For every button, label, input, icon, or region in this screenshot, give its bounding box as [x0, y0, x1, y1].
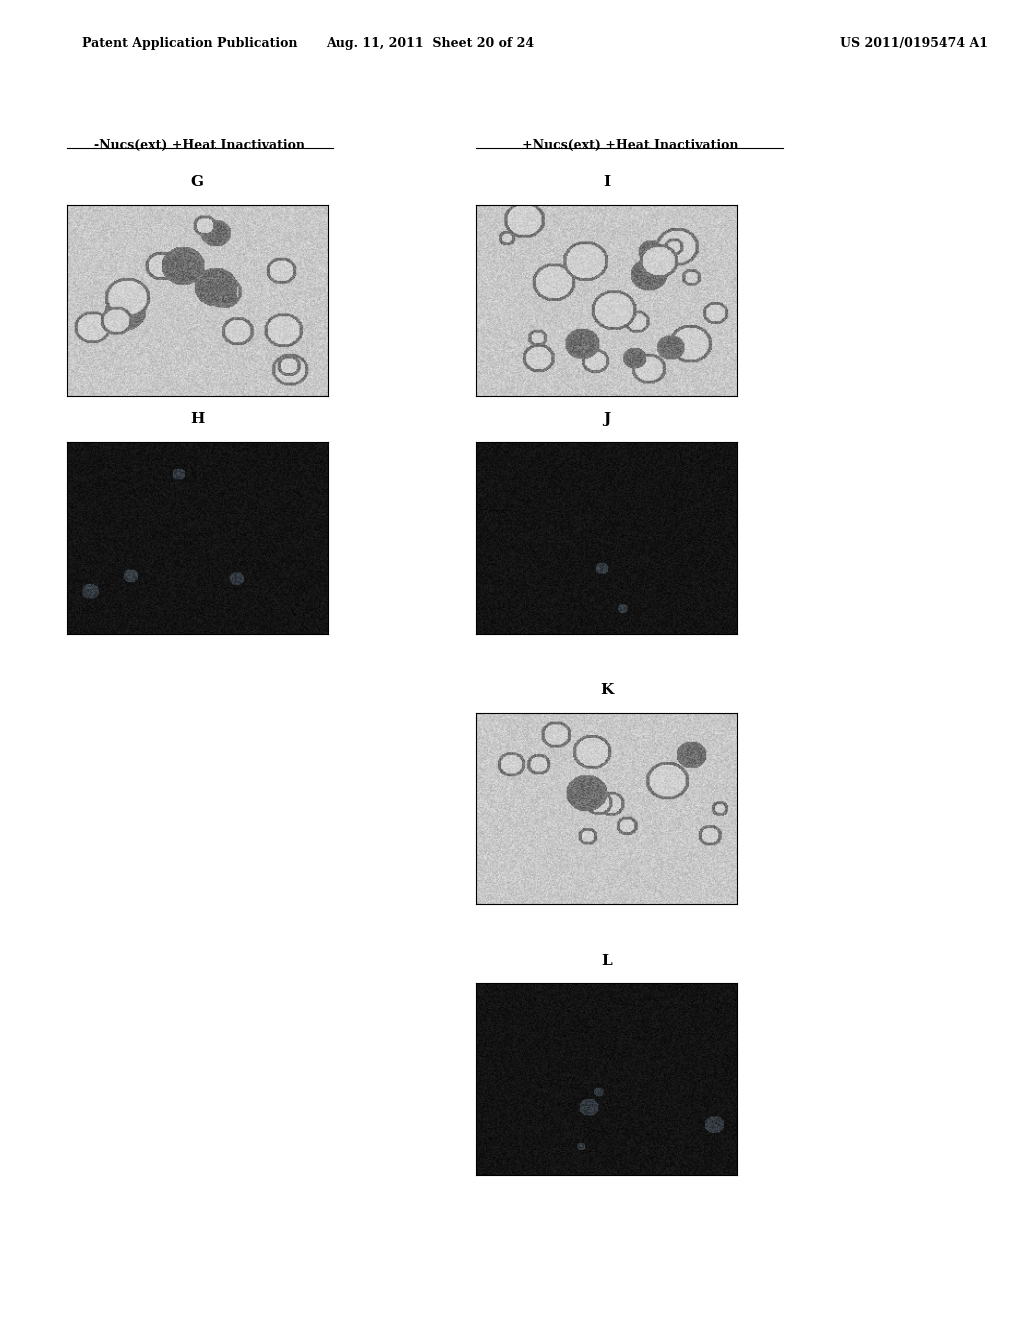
- Text: J: J: [603, 412, 610, 426]
- Text: K: K: [600, 682, 613, 697]
- Text: US 2011/0195474 A1: US 2011/0195474 A1: [840, 37, 988, 50]
- Text: L: L: [601, 953, 612, 968]
- Text: G: G: [190, 174, 204, 189]
- Text: Patent Application Publication: Patent Application Publication: [82, 37, 297, 50]
- Text: I: I: [603, 174, 610, 189]
- Text: -Nucs(ext) +Heat Inactivation: -Nucs(ext) +Heat Inactivation: [94, 139, 305, 152]
- Text: Aug. 11, 2011  Sheet 20 of 24: Aug. 11, 2011 Sheet 20 of 24: [326, 37, 535, 50]
- Text: H: H: [189, 412, 205, 426]
- Text: +Nucs(ext) +Heat Inactivation: +Nucs(ext) +Heat Inactivation: [521, 139, 738, 152]
